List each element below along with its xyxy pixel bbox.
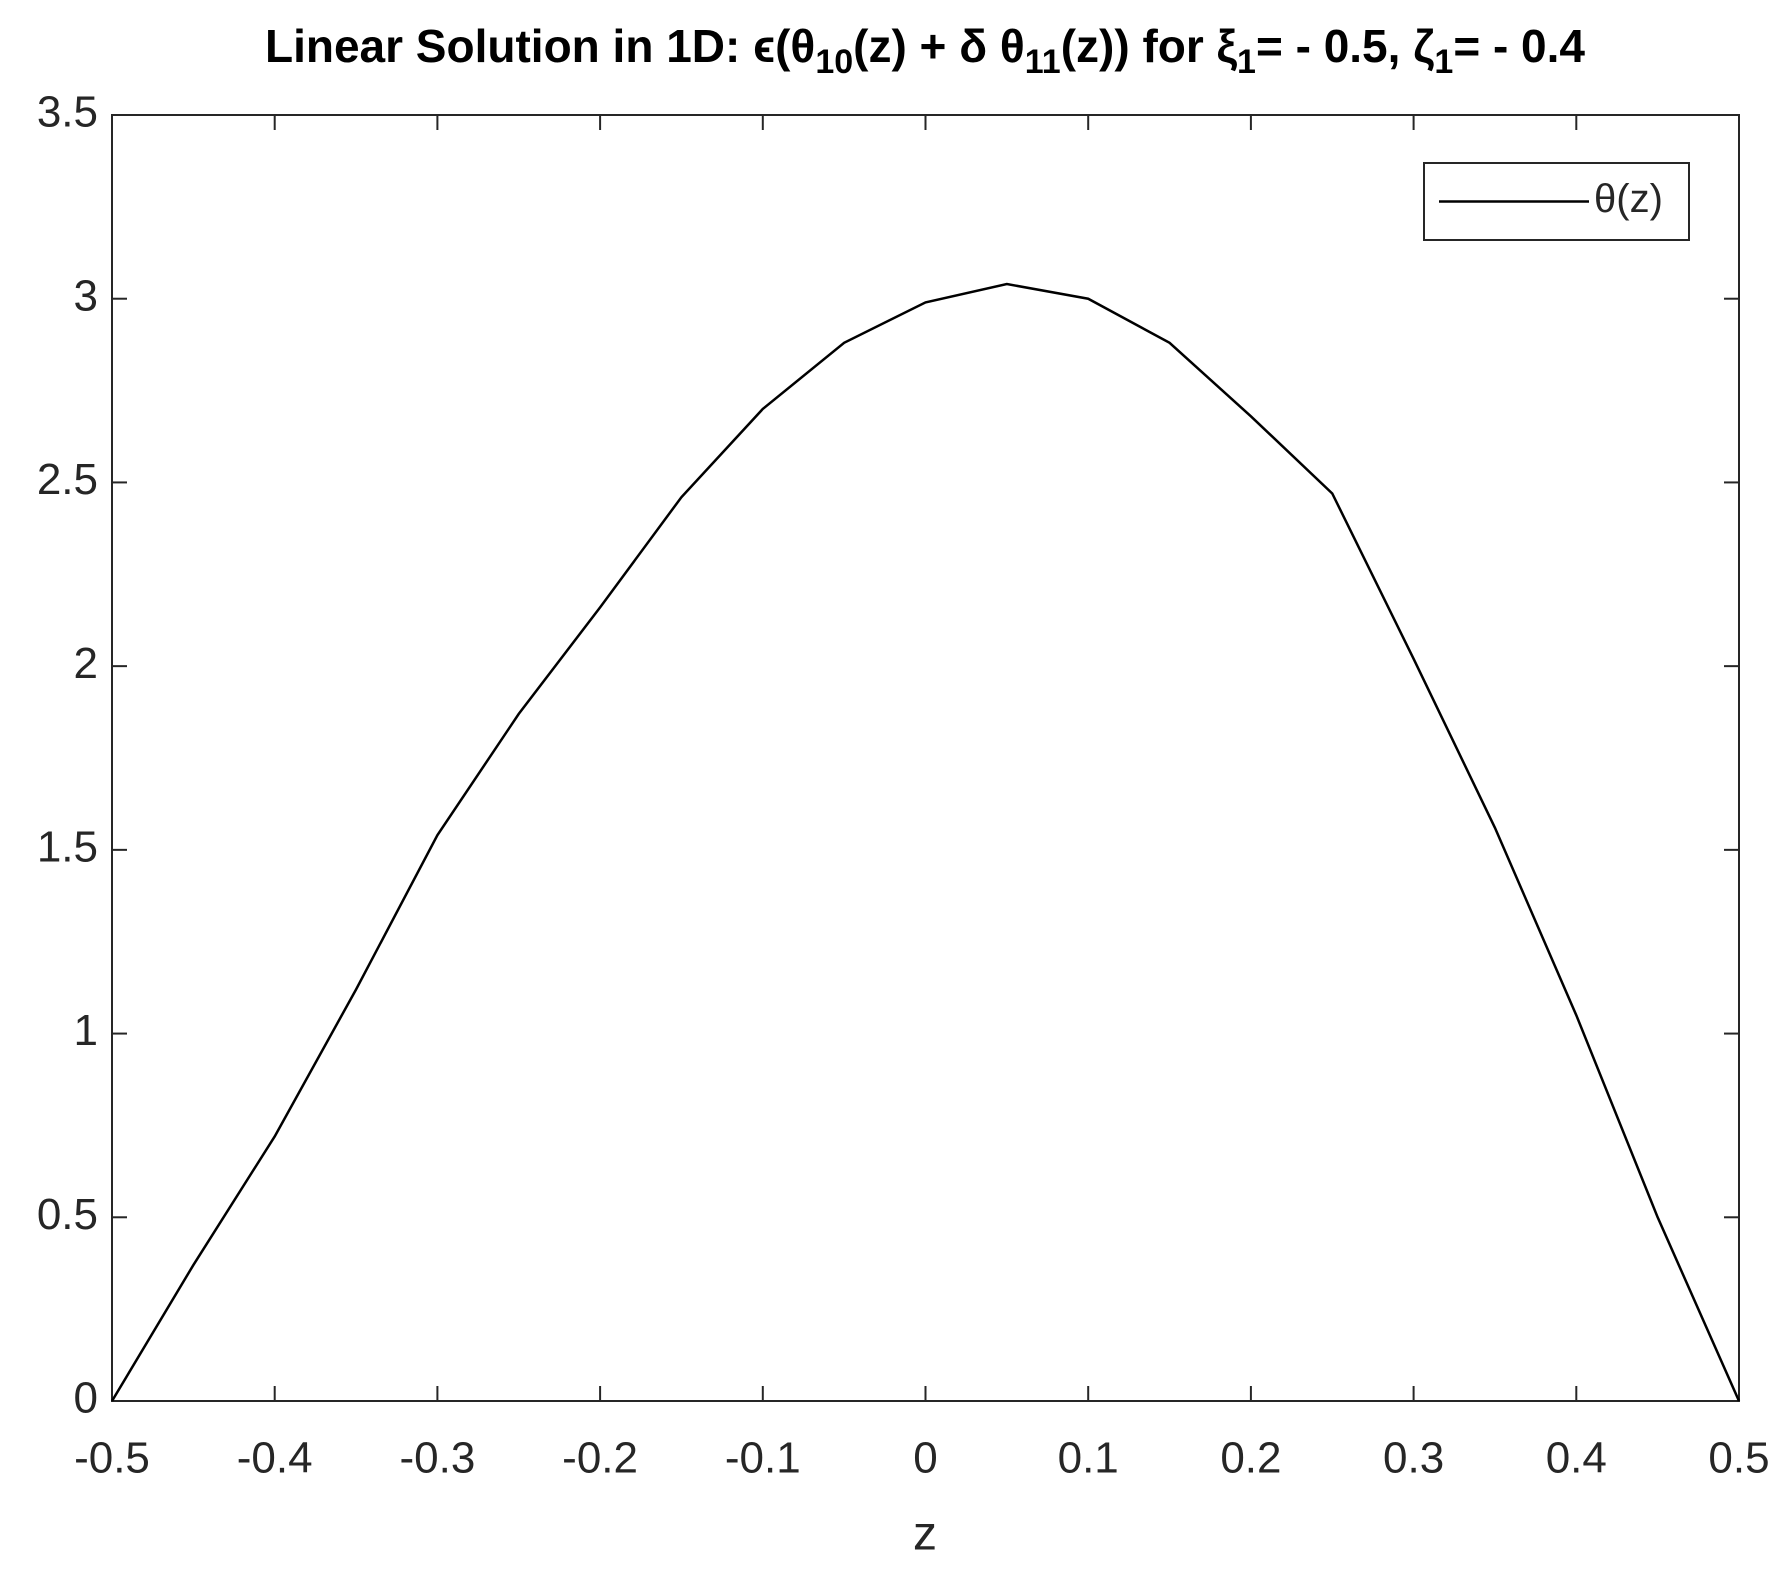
x-tick-label: -0.5: [74, 1434, 150, 1483]
title-part: = - 0.5, ζ: [1256, 20, 1434, 72]
title-part: 10: [815, 43, 853, 81]
x-tick-label: 0.2: [1220, 1434, 1281, 1483]
x-tick-label: 0.3: [1383, 1434, 1444, 1483]
y-tick-label: 0: [74, 1374, 98, 1423]
data-line: [110, 282, 1741, 1402]
legend-label: θ(z): [1594, 177, 1663, 221]
y-tick-label: 1.5: [37, 822, 98, 871]
title-part: = - 0.4: [1453, 20, 1585, 72]
x-tick-label: -0.1: [725, 1434, 801, 1483]
x-tick-label: 0.4: [1546, 1434, 1607, 1483]
y-tick-label: 3.5: [37, 88, 98, 137]
title-part: (z)) for ξ: [1061, 20, 1238, 72]
x-tick-label: -0.2: [562, 1434, 638, 1483]
title-part: 1: [1434, 43, 1453, 81]
title-part: Linear Solution in 1D: ϵ(θ: [265, 20, 815, 72]
title-part: 11: [1025, 43, 1061, 81]
x-tick-label: -0.3: [399, 1434, 475, 1483]
y-tick-label: 3: [74, 271, 98, 320]
x-tick-label: -0.4: [237, 1434, 313, 1483]
x-tick-label: 0.1: [1058, 1434, 1119, 1483]
y-tick-label: 1: [74, 1006, 98, 1055]
x-tick-label: 0.5: [1708, 1434, 1769, 1483]
chart-title: Linear Solution in 1D: ϵ(θ10(z) + δ θ11(…: [265, 20, 1585, 81]
y-tick-label: 2.5: [37, 455, 98, 504]
x-axis-label: z: [913, 1508, 937, 1561]
y-tick-label: 2: [74, 639, 98, 688]
title-part: 1: [1237, 43, 1256, 81]
x-tick-label: 0: [913, 1434, 937, 1483]
y-tick-label: 0.5: [37, 1190, 98, 1239]
title-part: (z) + δ θ: [853, 20, 1025, 72]
